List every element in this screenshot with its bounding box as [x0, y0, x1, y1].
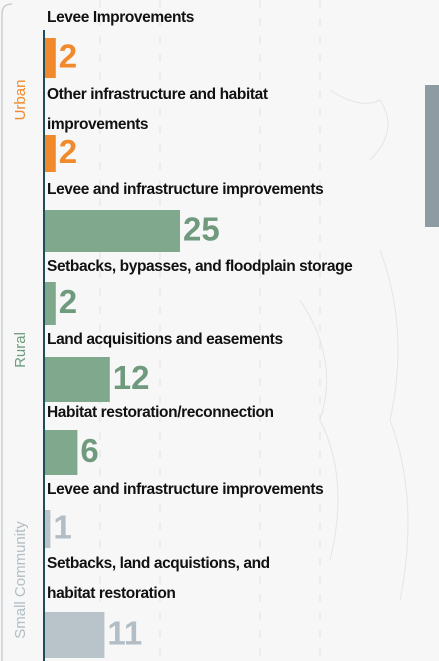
bar	[45, 510, 50, 548]
bar	[45, 430, 77, 475]
group-label: Small Community	[12, 521, 29, 639]
value-label: 2	[59, 38, 77, 75]
value-label: 12	[113, 359, 150, 396]
value-label: 2	[59, 283, 77, 320]
value-label: 25	[183, 211, 220, 248]
bar	[45, 210, 180, 252]
value-label: 6	[80, 432, 98, 469]
bar	[45, 38, 56, 78]
chart: Urban Levee Improvements 2 Other infrastruc…	[0, 0, 439, 661]
category-label: Levee and infrastructure improvements	[47, 181, 323, 198]
category-label: habitat restoration	[47, 585, 175, 602]
category-label: Setbacks, land acquistions, and	[47, 555, 270, 572]
category-label: Setbacks, bypasses, and floodplain stora…	[47, 258, 353, 275]
bar	[45, 282, 56, 325]
bar	[45, 612, 104, 658]
category-label: Levee and infrastructure improvements	[47, 481, 323, 498]
group-label: Urban	[12, 80, 29, 121]
group-frame	[2, 4, 12, 661]
bar	[45, 135, 56, 172]
category-label: Other infrastructure and habitat	[47, 86, 268, 103]
group-label: Rural	[12, 332, 29, 368]
value-label: 2	[59, 133, 77, 170]
value-label: 1	[53, 509, 71, 546]
category-label: Habitat restoration/reconnection	[47, 404, 274, 421]
category-label: Levee Improvements	[47, 9, 194, 26]
category-label: improvements	[47, 116, 148, 133]
side-panel	[425, 85, 439, 227]
value-label: 11	[107, 615, 142, 652]
bar	[45, 357, 110, 402]
category-label: Land acquisitions and easements	[47, 331, 283, 348]
